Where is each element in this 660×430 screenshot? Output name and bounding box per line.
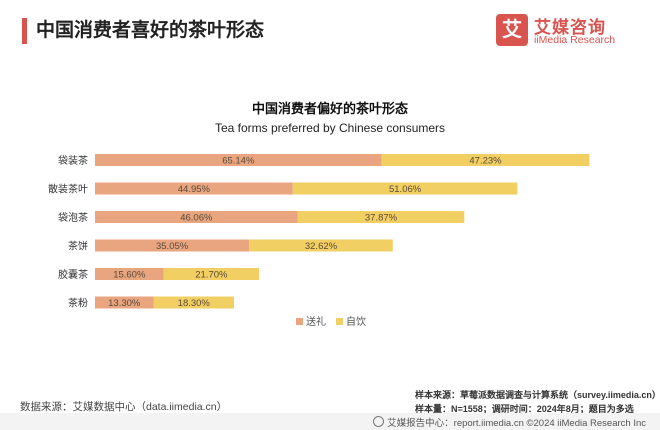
data-label: 37.87% — [365, 213, 398, 224]
globe-icon — [373, 416, 385, 427]
bar-segment-gift — [95, 182, 293, 195]
bar-chart: 袋装茶 65.14% 47.23% 散装茶叶 44.95% 51.06% 袋泡茶 46.06%… — [48, 154, 590, 328]
sample-notes: 样本来源：草莓派数据调查与计算系统（survey.iimedia.cn） 样本量… — [415, 388, 660, 416]
data-label: 15.60% — [113, 270, 146, 281]
bar-segment-gift — [95, 239, 250, 252]
data-label: 46.06% — [180, 213, 213, 224]
bar-segment-gift — [95, 154, 382, 166]
data-label: 18.30% — [178, 298, 211, 309]
legend-label: 送礼 — [306, 315, 326, 328]
title-accent-bar — [22, 18, 27, 44]
data-label: 44.95% — [178, 184, 211, 195]
legend-swatch — [336, 318, 343, 325]
data-source: 数据来源：艾媒数据中心（data.iimedia.cn） — [20, 401, 228, 413]
bar-segment-self — [153, 296, 235, 309]
bar-segment-gift — [95, 296, 154, 309]
category-label: 袋装茶 — [58, 154, 88, 167]
data-label: 13.30% — [108, 298, 141, 309]
bar-segment-self — [292, 182, 518, 195]
bar-segment-self — [163, 268, 260, 280]
data-label: 35.05% — [156, 241, 189, 252]
bar-segment-gift — [95, 211, 298, 223]
category-label: 茶粉 — [68, 297, 88, 310]
bar-segment-self — [381, 154, 590, 166]
category-label: 袋泡茶 — [58, 211, 88, 224]
legend-label: 自饮 — [346, 315, 366, 328]
bottom-strip: 艾媒报告中心：report.iimedia.cn ©2024 iiMedia R… — [0, 413, 660, 430]
logo-en-text: iiMedia Research — [534, 34, 616, 46]
category-label: 茶饼 — [68, 240, 88, 253]
chart-title: 中国消费者偏好的茶叶形态 — [251, 101, 408, 116]
brand-logo: 艾 艾媒咨询 iiMedia Research — [496, 12, 646, 52]
report-center-text: 艾媒报告中心：report.iimedia.cn ©2024 iiMedia R… — [387, 418, 646, 429]
category-label: 散装茶叶 — [48, 183, 88, 196]
data-label: 51.06% — [389, 184, 422, 195]
data-label: 21.70% — [195, 270, 228, 281]
page-title: 中国消费者喜好的茶叶形态 — [36, 20, 265, 41]
logo-mark-icon: 艾 — [496, 14, 528, 46]
logo-cn-text: 艾媒咨询 — [534, 18, 606, 37]
data-label: 32.62% — [305, 241, 338, 252]
category-label: 胶囊茶 — [58, 268, 88, 281]
bar-segment-self — [297, 211, 465, 223]
chart-subtitle: Tea forms preferred by Chinese consumers — [214, 121, 446, 135]
data-label: 65.14% — [222, 156, 255, 167]
sample-source: 样本来源：草莓派数据调查与计算系统（survey.iimedia.cn） — [415, 390, 660, 400]
bar-segment-self — [249, 239, 393, 252]
header: 中国消费者喜好的茶叶形态 艾 艾媒咨询 iiMedia Research — [0, 0, 660, 58]
report-center: 艾媒报告中心：report.iimedia.cn ©2024 iiMedia R… — [373, 415, 646, 429]
bar-segment-gift — [95, 268, 164, 280]
data-label: 47.23% — [469, 156, 502, 167]
legend-swatch — [296, 318, 303, 325]
sample-info: 样本量：N=1558；调研时间：2024年8月；题目为多选 — [415, 404, 634, 414]
